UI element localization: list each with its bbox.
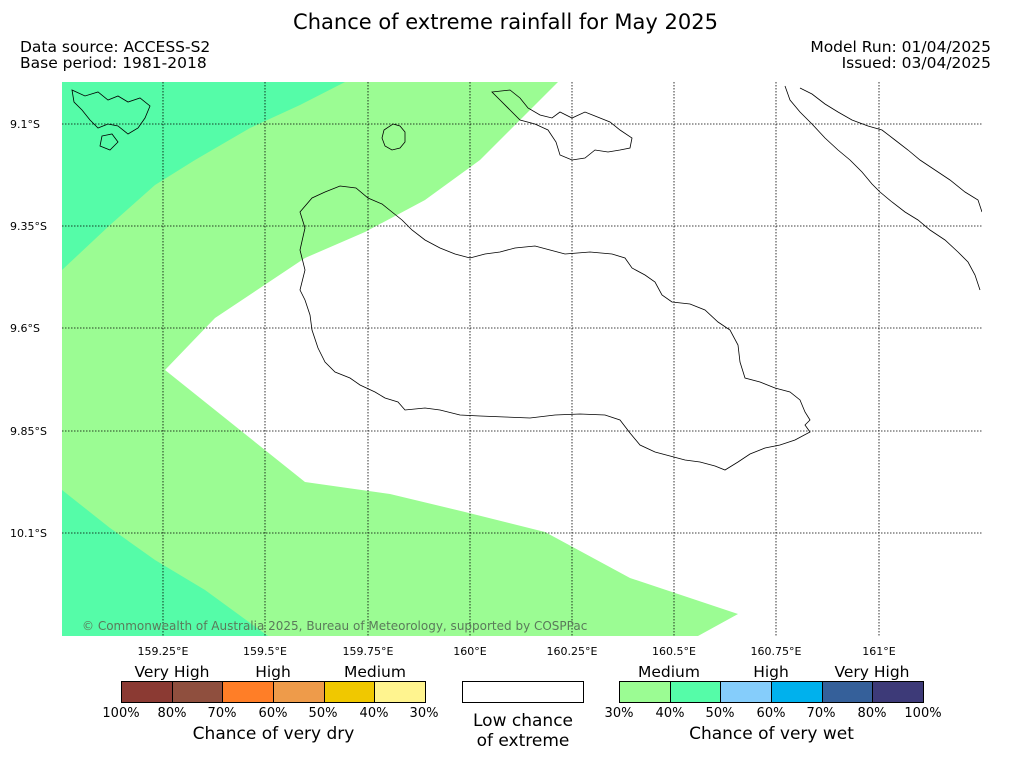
dry-caption: Chance of very dry: [192, 724, 355, 744]
low-chance-line2: of extreme: [476, 731, 570, 751]
florida-islands-coast: [491, 89, 633, 161]
map-title: Chance of extreme rainfall for May 2025: [293, 10, 718, 34]
dry-swatch: [122, 682, 173, 702]
dry-group-label: Very High: [134, 663, 210, 681]
lon-label: 159.5°E: [243, 645, 287, 658]
data-source-block: Data source: ACCESS-S2 Base period: 1981…: [20, 39, 210, 71]
dry-swatch: [375, 682, 426, 702]
wet-tick-label: 60%: [756, 706, 786, 721]
wet-high-region-south: [62, 490, 268, 636]
russell-islands-coast: [71, 89, 151, 151]
wet-caption: Chance of very wet: [689, 724, 854, 744]
guadalcanal-coast: [299, 185, 811, 471]
low-chance-line1: Low chance: [473, 711, 573, 731]
lon-label: 160.5°E: [652, 645, 696, 658]
low-chance-region: [165, 82, 982, 636]
base-period: Base period: 1981-2018: [20, 54, 207, 72]
savo-island-coast: [381, 123, 406, 151]
wet-swatch: [670, 682, 722, 702]
dry-tick-label: 80%: [157, 706, 187, 721]
lon-label: 160°E: [453, 645, 487, 658]
wet-group-label: Medium: [638, 663, 700, 681]
dry-swatch: [223, 682, 275, 702]
forecast-map: [62, 82, 982, 636]
lat-label: 10.1°S: [10, 527, 47, 540]
wet-swatch: [620, 682, 671, 702]
model-run: Model Run: 01/04/2025: [810, 38, 991, 56]
issued-date: Issued: 03/04/2025: [841, 54, 991, 72]
wet-colorbar: [619, 681, 924, 703]
lat-label: 9.35°S: [10, 220, 47, 233]
dry-colorbar: [121, 681, 426, 703]
wet-tick-label: 70%: [806, 706, 836, 721]
low-chance-caption: Low chance of extreme: [452, 711, 594, 751]
wet-swatch: [772, 682, 823, 702]
low-chance-swatch: [462, 681, 584, 703]
lon-label: 160.75°E: [750, 645, 802, 658]
wet-tick-label: 40%: [655, 706, 685, 721]
graticule: [62, 82, 982, 636]
wet-tick-label: 100%: [904, 706, 942, 721]
copyright-notice: © Commonwealth of Australia 2025, Bureau…: [82, 619, 588, 633]
dry-tick-label: 40%: [359, 706, 389, 721]
lat-label: 9.1°S: [10, 118, 40, 131]
wet-tick-label: 50%: [705, 706, 735, 721]
wet-group-label: High: [753, 663, 789, 681]
coastline: [71, 85, 982, 471]
lon-label: 159.25°E: [137, 645, 189, 658]
lat-label: 9.85°S: [10, 425, 47, 438]
data-source: Data source: ACCESS-S2: [20, 38, 211, 56]
dry-tick-label: 70%: [207, 706, 237, 721]
wet-swatch: [721, 682, 773, 702]
wet-tick-label: 30%: [604, 706, 634, 721]
lon-label: 161°E: [862, 645, 896, 658]
lon-label: 159.75°E: [342, 645, 394, 658]
dry-tick-label: 30%: [409, 706, 439, 721]
dry-swatch: [274, 682, 325, 702]
wet-swatch: [873, 682, 924, 702]
dry-tick-label: 50%: [308, 706, 338, 721]
wet-group-label: Very High: [834, 663, 910, 681]
lon-label: 160.25°E: [546, 645, 598, 658]
model-run-block: Model Run: 01/04/2025 Issued: 03/04/2025: [810, 39, 991, 71]
wet-tick-label: 80%: [857, 706, 887, 721]
dry-tick-label: 60%: [258, 706, 288, 721]
dry-tick-label: 100%: [102, 706, 140, 721]
dry-swatch: [324, 682, 376, 702]
malaita-coast: [784, 85, 982, 291]
dry-group-label: Medium: [344, 663, 406, 681]
lat-label: 9.6°S: [10, 322, 40, 335]
dry-group-label: High: [255, 663, 291, 681]
dry-swatch: [172, 682, 224, 702]
wet-high-region-north: [62, 82, 345, 270]
wet-swatch: [822, 682, 874, 702]
